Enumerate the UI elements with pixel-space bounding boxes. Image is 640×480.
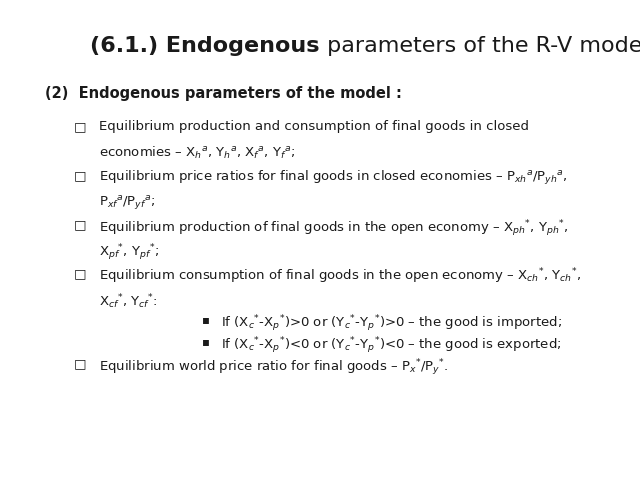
Text: ▪: ▪	[202, 335, 210, 348]
Text: Equilibrium consumption of final goods in the open economy – X$_{ch}$$^{*}$, Y$_: Equilibrium consumption of final goods i…	[99, 267, 581, 287]
Text: □: □	[74, 218, 86, 231]
Text: (6.1.) Endogenous: (6.1.) Endogenous	[90, 36, 320, 56]
Text: ▪: ▪	[202, 313, 210, 326]
Text: Equilibrium production and consumption of final goods in closed: Equilibrium production and consumption o…	[99, 120, 529, 133]
Text: If (X$_{c}$$^{*}$-X$_{p}$$^{*}$)>0 or (Y$_{c}$$^{*}$-Y$_{p}$$^{*}$)>0 – the good: If (X$_{c}$$^{*}$-X$_{p}$$^{*}$)>0 or (Y…	[221, 313, 562, 334]
Text: X$_{pf}$$^{*}$, Y$_{pf}$$^{*}$;: X$_{pf}$$^{*}$, Y$_{pf}$$^{*}$;	[99, 243, 159, 264]
Text: parameters of the R-V model: parameters of the R-V model	[320, 36, 640, 56]
Text: P$_{xf}$$^{a}$/P$_{yf}$$^{a}$;: P$_{xf}$$^{a}$/P$_{yf}$$^{a}$;	[99, 194, 156, 212]
Text: X$_{cf}$$^{*}$, Y$_{cf}$$^{*}$:: X$_{cf}$$^{*}$, Y$_{cf}$$^{*}$:	[99, 292, 157, 311]
Text: If (X$_{c}$$^{*}$-X$_{p}$$^{*}$)<0 or (Y$_{c}$$^{*}$-Y$_{p}$$^{*}$)<0 – the good: If (X$_{c}$$^{*}$-X$_{p}$$^{*}$)<0 or (Y…	[221, 335, 561, 356]
Text: □: □	[74, 358, 86, 371]
Text: economies – X$_{h}$$^{a}$, Y$_{h}$$^{a}$, X$_{f}$$^{a}$, Y$_{f}$$^{a}$;: economies – X$_{h}$$^{a}$, Y$_{h}$$^{a}$…	[99, 145, 295, 161]
Text: □: □	[74, 267, 86, 280]
Text: □: □	[74, 169, 86, 182]
Text: Equilibrium world price ratio for final goods – P$_{x}$$^{*}$/P$_{y}$$^{*}$.: Equilibrium world price ratio for final …	[99, 358, 449, 378]
Text: □: □	[74, 120, 86, 133]
Text: Equilibrium production of final goods in the open economy – X$_{ph}$$^{*}$, Y$_{: Equilibrium production of final goods in…	[99, 218, 568, 239]
Text: (2)  Endogenous parameters of the model :: (2) Endogenous parameters of the model :	[45, 86, 402, 101]
Text: Equilibrium price ratios for final goods in closed economies – P$_{xh}$$^{a}$/P$: Equilibrium price ratios for final goods…	[99, 169, 568, 187]
